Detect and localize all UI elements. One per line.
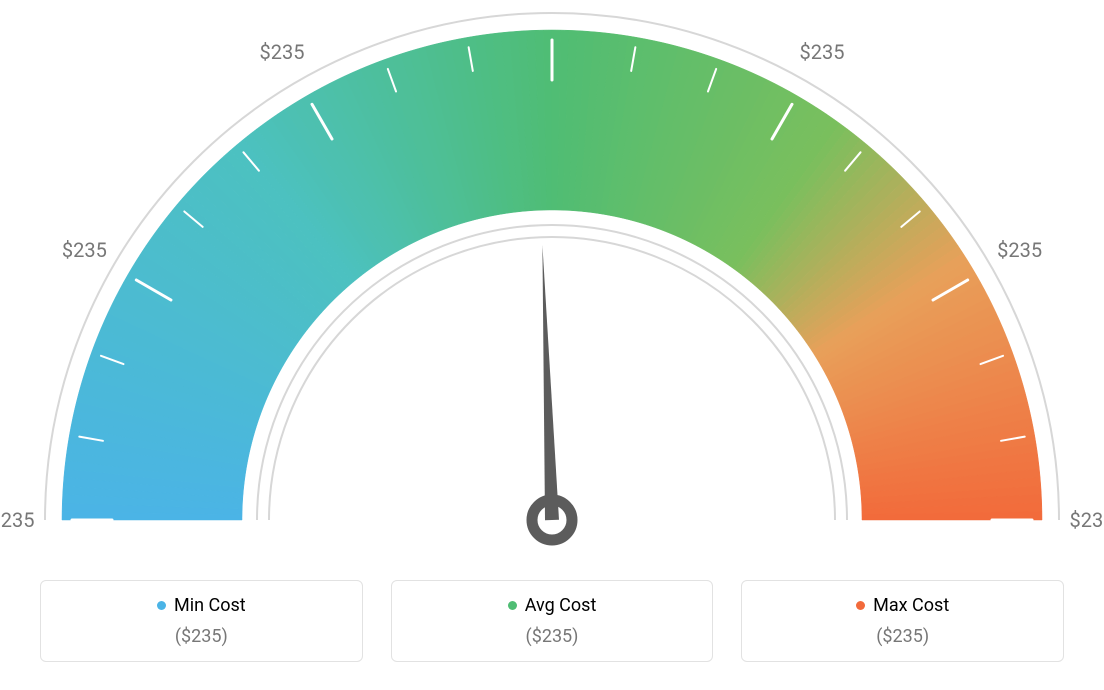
- legend-value-max: ($235): [752, 626, 1053, 647]
- legend-value-avg: ($235): [402, 626, 703, 647]
- legend-card-max: Max Cost ($235): [741, 580, 1064, 662]
- legend-label-avg: Avg Cost: [525, 595, 597, 616]
- gauge-chart: $235$235$235$235$235$235$235: [0, 0, 1104, 560]
- legend-title-avg: Avg Cost: [508, 595, 597, 616]
- legend-dot-avg: [508, 601, 517, 610]
- gauge-tick-label: $235: [800, 40, 845, 64]
- legend-dot-min: [157, 601, 166, 610]
- gauge-tick-label: $235: [0, 508, 34, 532]
- legend-value-min: ($235): [51, 626, 352, 647]
- legend-title-min: Min Cost: [157, 595, 246, 616]
- legend-card-avg: Avg Cost ($235): [391, 580, 714, 662]
- legend-label-min: Min Cost: [174, 595, 246, 616]
- legend-title-max: Max Cost: [856, 595, 949, 616]
- legend-dot-max: [856, 601, 865, 610]
- gauge-tick-label: $235: [62, 238, 107, 262]
- legend-label-max: Max Cost: [873, 595, 949, 616]
- gauge-tick-label: $235: [260, 40, 305, 64]
- gauge-tick-label: $235: [997, 238, 1042, 262]
- gauge-tick-label: $235: [1070, 508, 1104, 532]
- legend-row: Min Cost ($235) Avg Cost ($235) Max Cost…: [40, 580, 1064, 662]
- gauge-svg: [0, 0, 1104, 560]
- legend-card-min: Min Cost ($235): [40, 580, 363, 662]
